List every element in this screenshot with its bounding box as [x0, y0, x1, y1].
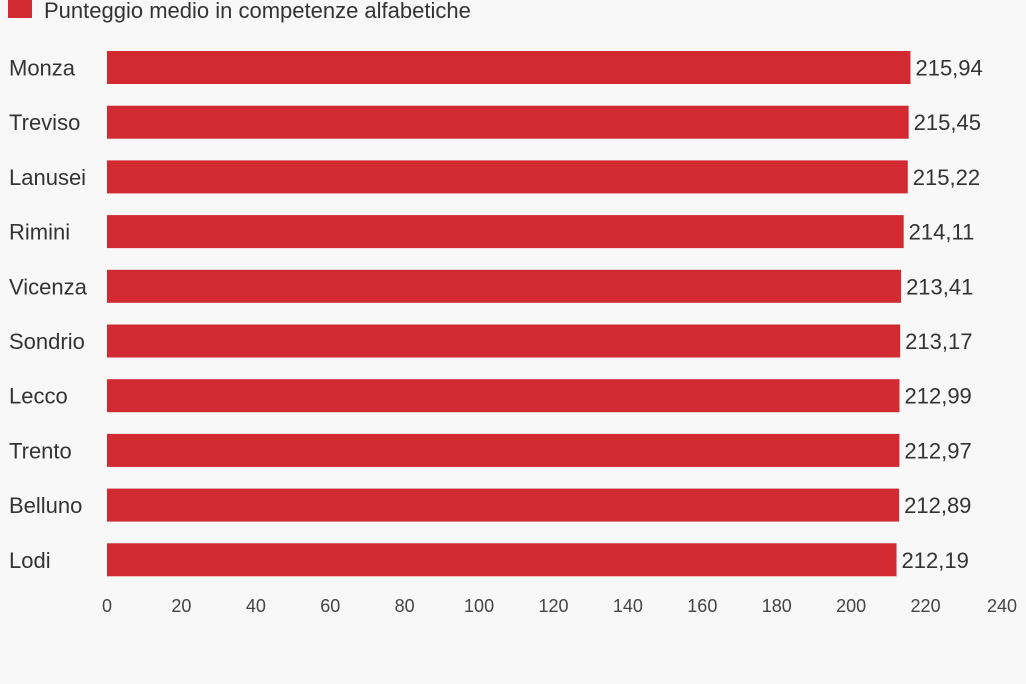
legend-swatch: [8, 0, 32, 18]
bar: [107, 269, 902, 303]
x-tick-label: 40: [246, 596, 266, 616]
category-label: Lodi: [9, 548, 51, 573]
value-label: 212,97: [904, 438, 971, 463]
x-tick-label: 120: [538, 596, 568, 616]
bar: [107, 488, 900, 522]
category-label: Vicenza: [9, 274, 88, 299]
bar: [107, 215, 904, 249]
value-label: 215,22: [913, 165, 980, 190]
value-label: 215,45: [914, 110, 981, 135]
category-label: Lanusei: [9, 165, 86, 190]
legend: Punteggio medio in competenze alfabetich…: [8, 0, 471, 23]
value-label: 215,94: [915, 56, 982, 81]
bar: [107, 105, 909, 139]
x-tick-label: 240: [987, 596, 1017, 616]
category-label: Treviso: [9, 110, 80, 135]
value-labels-group: 215,94 215,45 215,22 214,11 213,41 213,17 212,…: [902, 56, 983, 573]
value-label: 213,17: [905, 329, 972, 354]
x-tick-label: 160: [687, 596, 717, 616]
category-label: Monza: [9, 56, 76, 81]
legend-entry-label: Punteggio medio in competenze alfabetich…: [44, 0, 471, 23]
x-tick-label: 180: [762, 596, 792, 616]
x-axis: 0 20 40 60 80 100 120 140 160 180 200 220 240: [102, 596, 1017, 616]
bar: [107, 433, 900, 467]
x-tick-label: 0: [102, 596, 112, 616]
bar: [107, 160, 908, 194]
value-label: 212,19: [902, 548, 969, 573]
x-tick-label: 20: [171, 596, 191, 616]
category-label: Sondrio: [9, 329, 85, 354]
value-label: 214,11: [909, 220, 975, 245]
bar: [107, 324, 901, 358]
value-label: 212,89: [904, 493, 971, 518]
category-label: Belluno: [9, 493, 82, 518]
bar: [107, 51, 911, 84]
category-label: Lecco: [9, 384, 68, 409]
x-tick-label: 80: [395, 596, 415, 616]
bars-group: [107, 51, 911, 577]
x-tick-label: 220: [911, 596, 941, 616]
category-label: Trento: [9, 438, 72, 463]
bar: [107, 379, 900, 413]
value-label: 213,41: [906, 274, 973, 299]
x-tick-label: 200: [836, 596, 866, 616]
category-label: Rimini: [9, 220, 70, 245]
x-tick-label: 100: [464, 596, 494, 616]
x-tick-label: 60: [320, 596, 340, 616]
x-tick-label: 140: [613, 596, 643, 616]
value-label: 212,99: [905, 384, 972, 409]
bar: [107, 543, 897, 577]
category-labels-group: Monza Treviso Lanusei Rimini Vicenza Sondrio L…: [9, 56, 88, 573]
